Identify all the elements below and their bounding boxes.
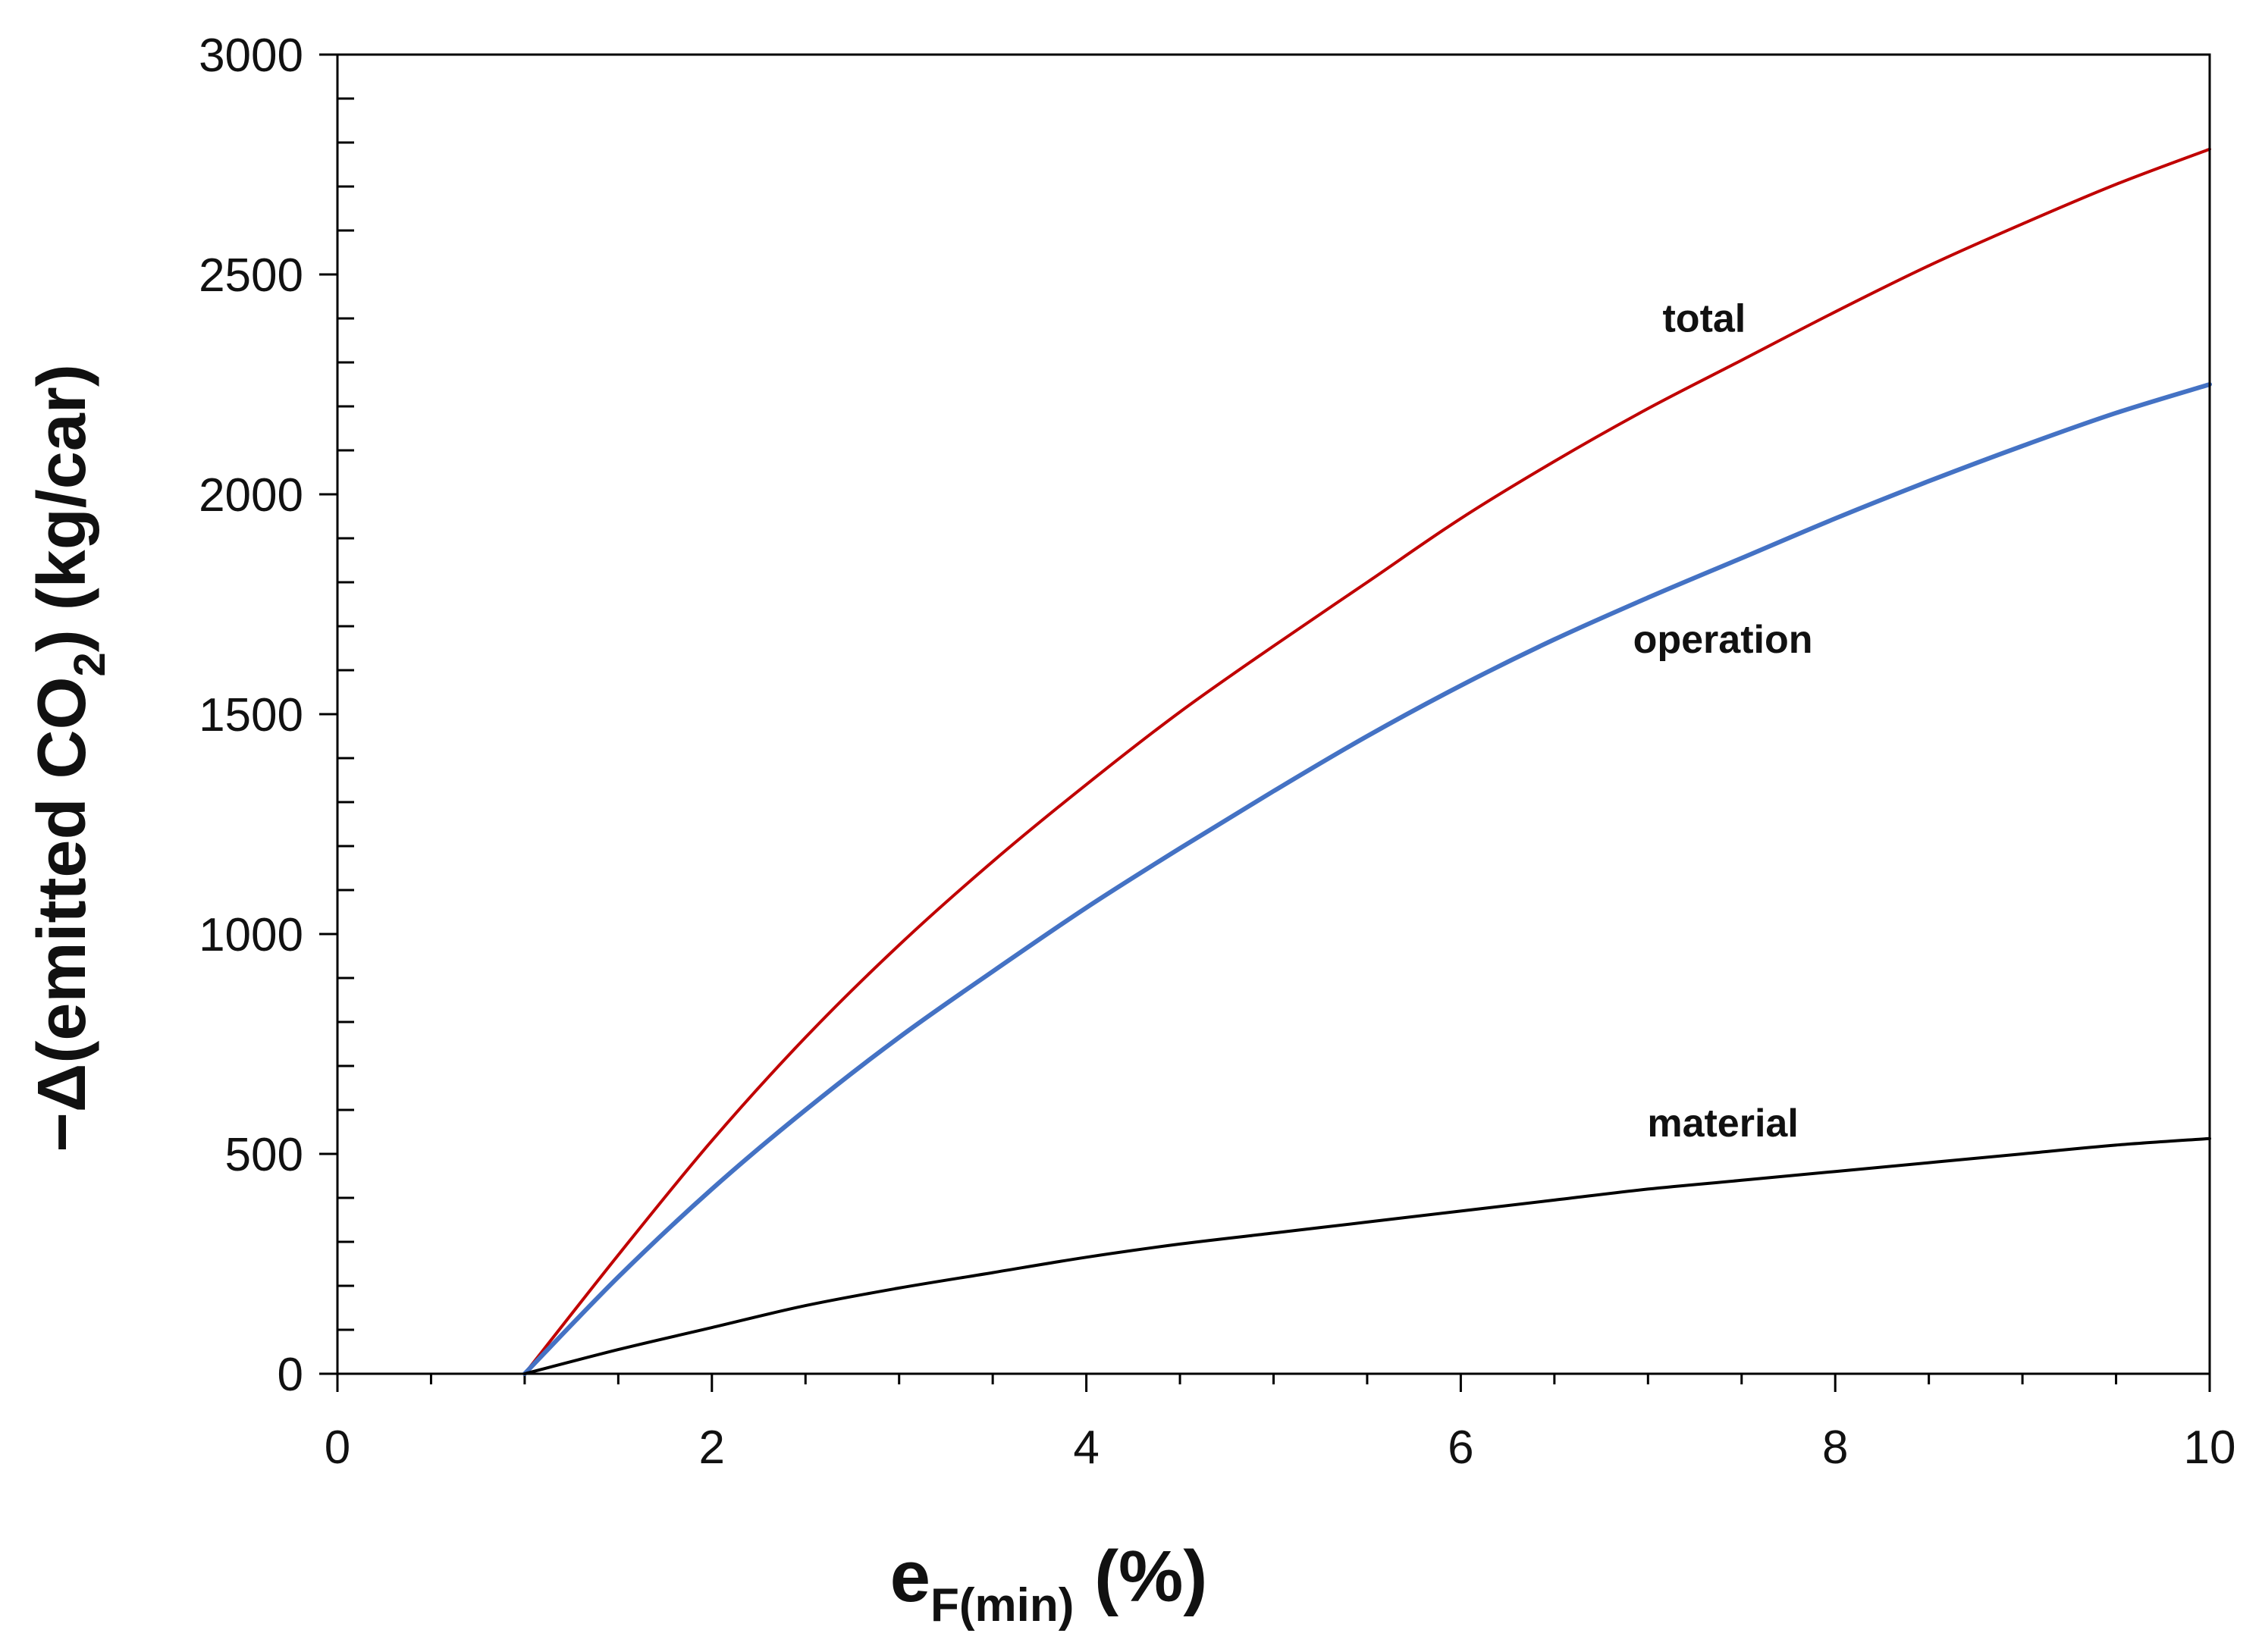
y-tick-label: 2000 [199, 469, 303, 522]
series-label-operation: operation [1633, 618, 1813, 662]
y-tick-label: 500 [225, 1129, 303, 1181]
y-tick-label: 2500 [199, 249, 303, 302]
y-axis-title-prefix: −Δ(emitted CO [24, 677, 100, 1152]
x-tick-label: 10 [2184, 1422, 2236, 1474]
series-line-material [522, 1136, 2211, 1375]
axes [336, 53, 2211, 1375]
y-axis-title-suffix: ) (kg/car) [24, 364, 100, 652]
x-tick-label: 0 [325, 1422, 350, 1474]
x-tick-label: 6 [1448, 1422, 1473, 1474]
series-label-total: total [1662, 296, 1746, 340]
x-tick-label: 8 [1822, 1422, 1848, 1474]
plot-frame [336, 53, 2211, 1375]
major-ticks [319, 53, 2211, 1392]
y-axis-title: −Δ(emitted CO2) (kg/car) [24, 364, 115, 1152]
series-lines [522, 147, 2212, 1376]
x-tick-label: 4 [1073, 1422, 1099, 1474]
minor-ticks [337, 97, 2118, 1384]
x-tick-label: 2 [699, 1422, 725, 1474]
y-tick-label: 3000 [199, 30, 303, 82]
x-axis-title: eF(min) (%) [890, 1536, 1208, 1632]
x-axis-title-main: e [890, 1536, 930, 1617]
y-tick-labels: 0 500 1000 1500 2000 2500 3000 [199, 30, 303, 1401]
x-tick-labels: 0 2 4 6 8 10 [325, 1422, 2236, 1474]
x-axis-title-subscript: F(min) [930, 1579, 1074, 1632]
x-axis-title-suffix: (%) [1074, 1536, 1207, 1617]
series-label-material: material [1647, 1102, 1798, 1146]
series-labels: total operation material [1633, 296, 1813, 1145]
y-axis-title-subscript: 2 [65, 652, 115, 676]
y-tick-label: 1000 [199, 909, 303, 961]
series-line-operation [522, 382, 2212, 1376]
y-tick-label: 0 [278, 1349, 303, 1401]
series-line-total [522, 147, 2211, 1375]
y-tick-label: 1500 [199, 689, 303, 741]
